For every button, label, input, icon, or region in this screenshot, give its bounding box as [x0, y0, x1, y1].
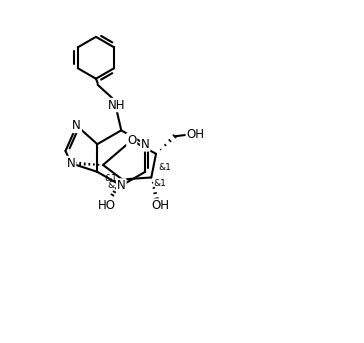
Text: &1: &1 [159, 163, 171, 172]
Text: &1: &1 [105, 175, 118, 184]
Text: OH: OH [186, 128, 205, 141]
Text: &1: &1 [108, 181, 120, 190]
Text: N: N [141, 138, 150, 151]
Text: OH: OH [151, 199, 169, 212]
Text: N: N [72, 119, 81, 132]
Text: NH: NH [107, 98, 125, 111]
Text: HO: HO [98, 199, 116, 212]
Text: N: N [67, 157, 75, 170]
Text: N: N [117, 179, 126, 192]
Text: &1: &1 [153, 179, 166, 188]
Text: O: O [127, 134, 136, 147]
